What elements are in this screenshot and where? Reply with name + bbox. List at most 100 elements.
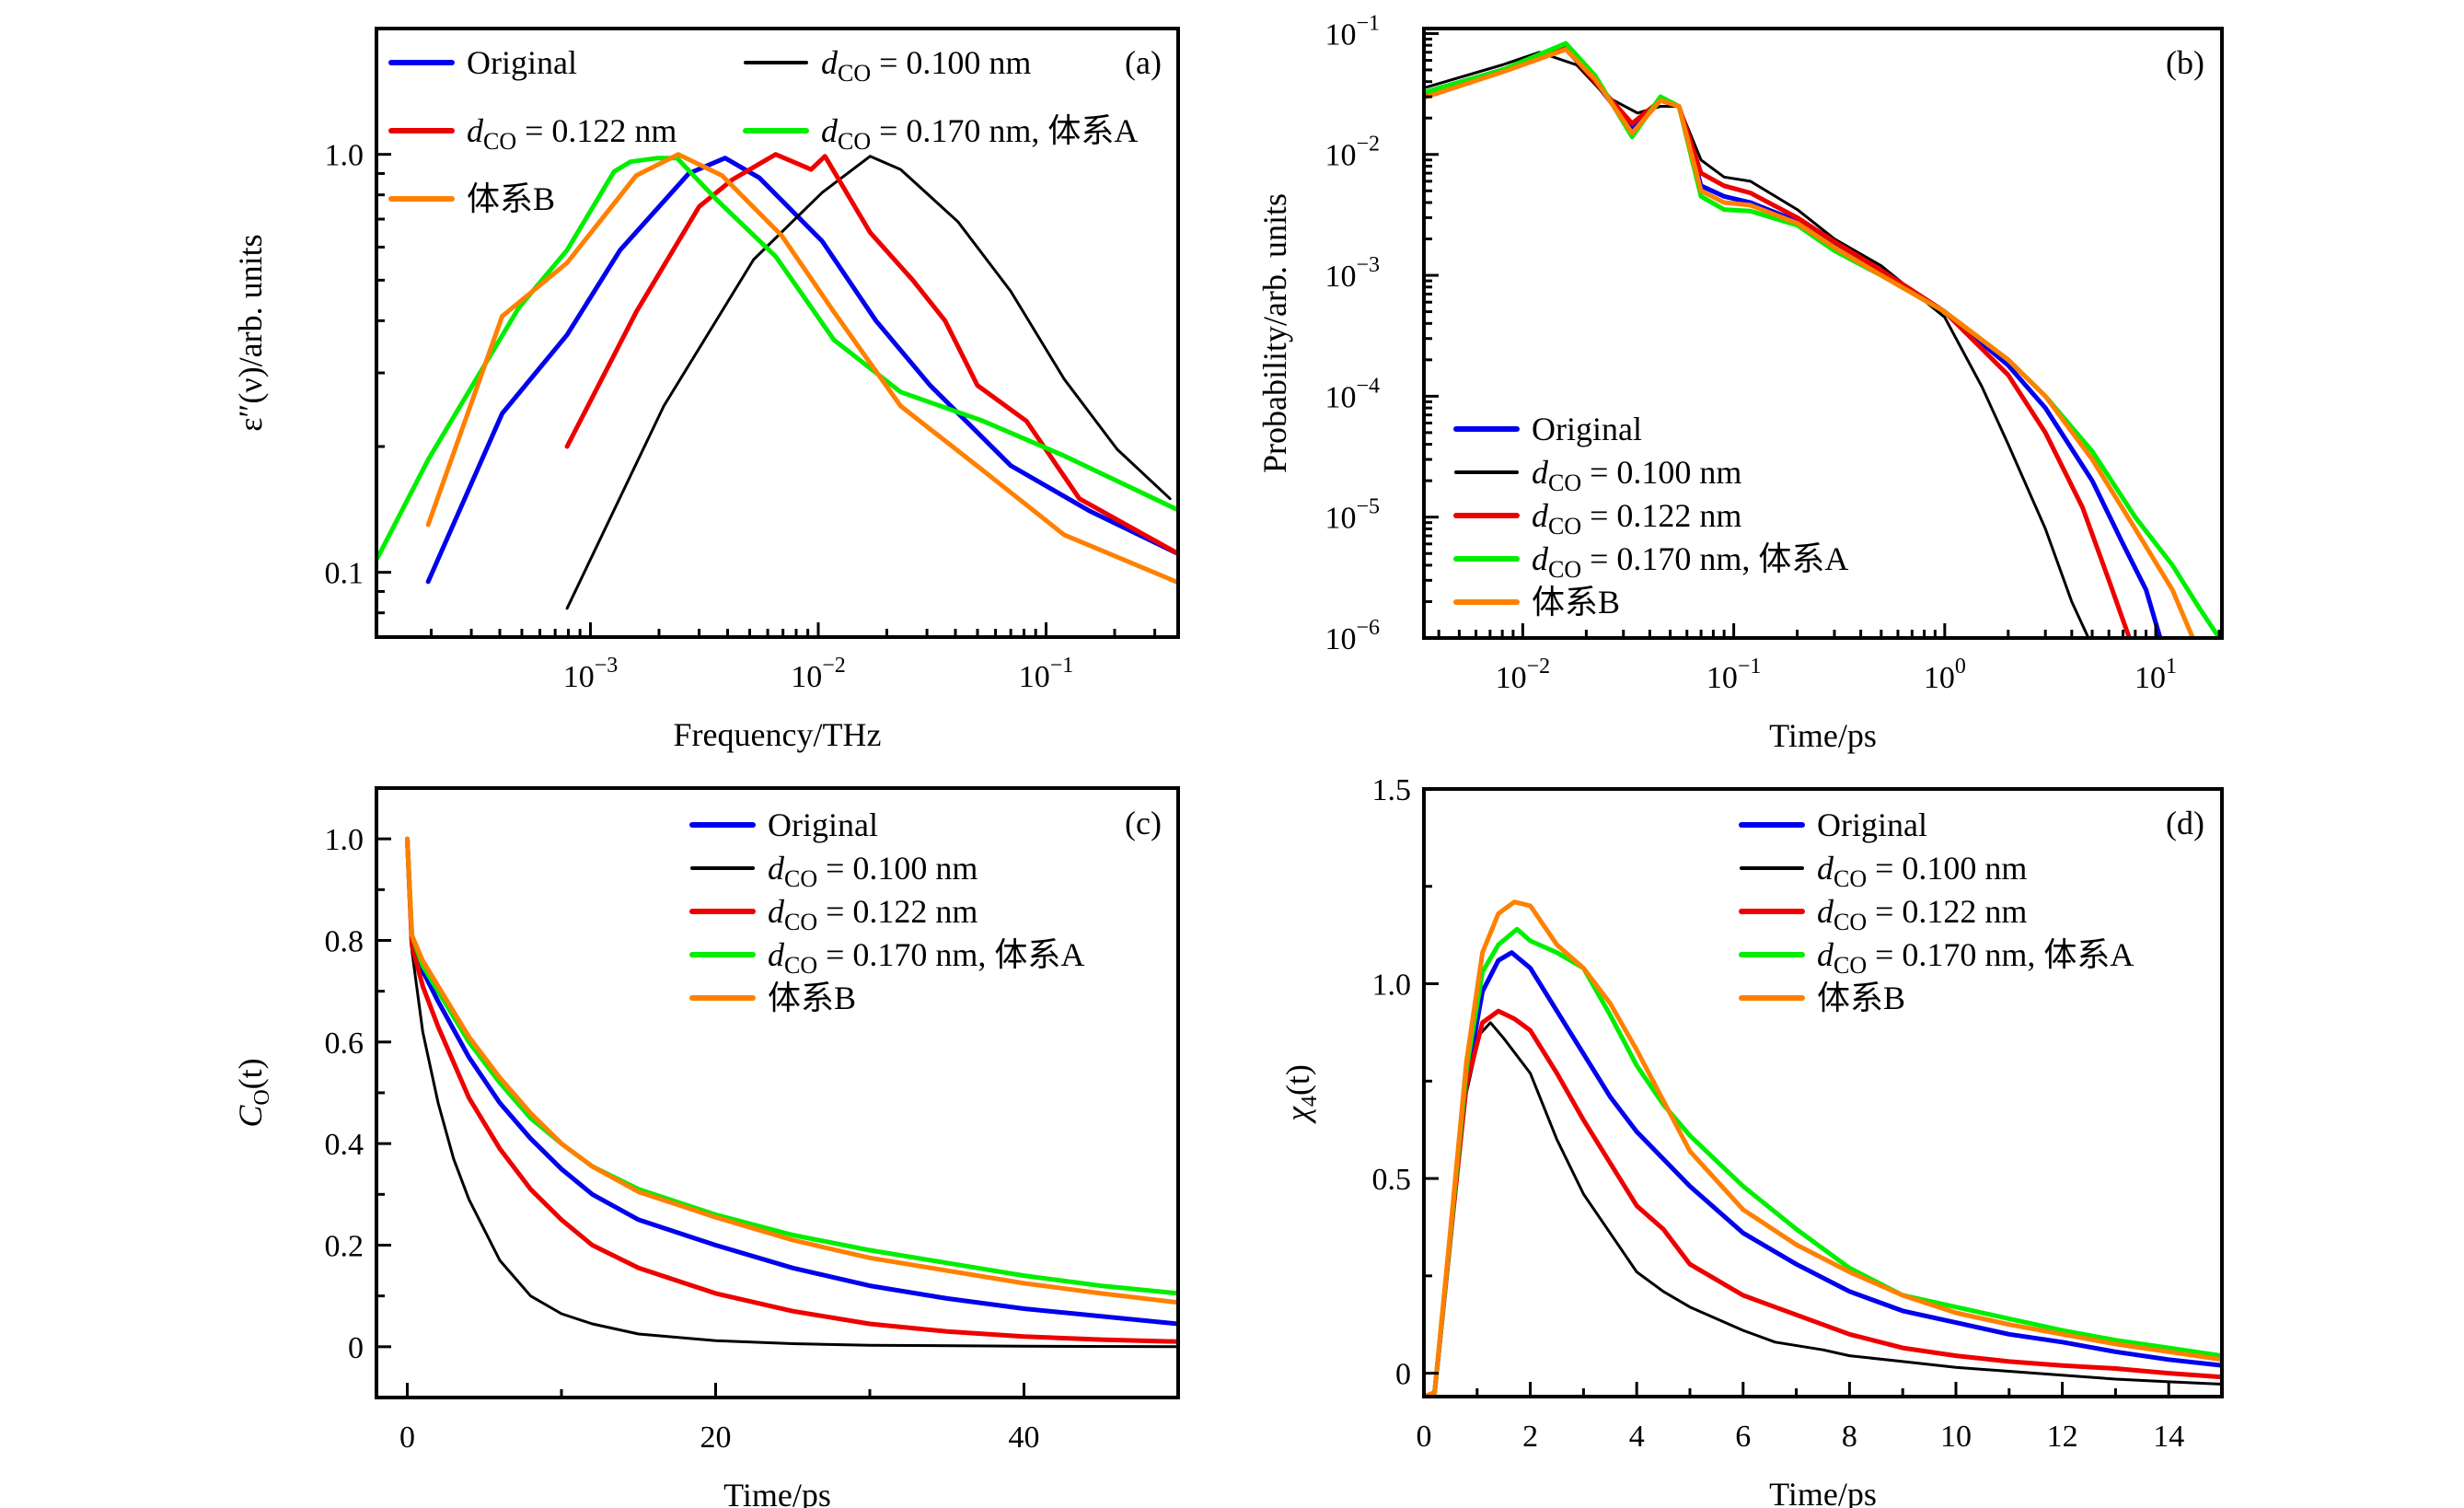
- legend-item-original: Original: [689, 806, 878, 843]
- panel-tag: (c): [1125, 805, 1162, 841]
- panel-a: 10−3 10−2 10−1 1.0 0.1 Frequency/THz ε″(ν)/arb…: [232, 27, 1180, 753]
- legend-label: Original: [1817, 806, 1927, 843]
- series-line-d170: [1424, 926, 2222, 1397]
- y-axis-label: ε″(ν)/arb. units: [232, 234, 269, 431]
- x-tick-label: 4: [1629, 1420, 1645, 1454]
- legend-item-original: Original: [1453, 411, 1642, 447]
- x-tick-label: 10−2: [1496, 655, 1551, 695]
- legend-item-d170: dCO = 0.170 nm, 体系A: [1739, 936, 2134, 979]
- series-group: [405, 836, 1178, 1349]
- legend-label: 体系B: [1817, 980, 1905, 1016]
- x-tick-label: 101: [2134, 655, 2177, 695]
- plot-frame: [1422, 27, 2224, 640]
- legend-label: 体系B: [1532, 584, 1620, 621]
- y-tick-label: 10−4: [1325, 374, 1380, 414]
- x-tick-label: 10−1: [1019, 654, 1074, 694]
- legend-label: dCO = 0.100 nm: [821, 44, 1031, 87]
- y-tick-label: 0.8: [325, 925, 364, 959]
- legend-item-d122: dCO = 0.122 nm: [1453, 497, 1741, 539]
- legend-label: 体系B: [467, 180, 555, 217]
- y-tick-label: 10−5: [1325, 495, 1380, 536]
- x-tick-label: 8: [1842, 1420, 1857, 1454]
- series-line-sysB: [1424, 47, 2195, 638]
- x-tick-label: 0: [399, 1421, 415, 1455]
- series-group: [1424, 899, 2222, 1397]
- x-axis-label: Time/ps: [1769, 1476, 1877, 1508]
- x-tick-label: 20: [700, 1421, 732, 1455]
- x-tick-label: 10−3: [563, 654, 619, 694]
- series-line-d122: [405, 836, 1178, 1344]
- y-tick-label: 1.0: [1372, 969, 1412, 1003]
- series-line-d100: [406, 837, 1178, 1349]
- y-tick-label: 0: [1395, 1358, 1411, 1392]
- legend-item-d100: dCO = 0.100 nm: [1454, 454, 1741, 496]
- legend-label: dCO = 0.170 nm, 体系A: [1817, 936, 2134, 979]
- plot-frame: [1422, 787, 2224, 1398]
- panel-tag: (a): [1125, 44, 1162, 81]
- legend-item-d122: dCO = 0.122 nm: [388, 112, 677, 155]
- legend-item-d170: dCO = 0.170 nm, 体系A: [689, 936, 1084, 979]
- legend-item-d100: dCO = 0.100 nm: [744, 44, 1031, 87]
- series-line-d122: [564, 152, 1178, 557]
- series-group: [1424, 41, 2222, 638]
- legend-item-original: Original: [388, 44, 577, 81]
- y-tick-label: 0.6: [325, 1027, 364, 1061]
- x-tick-label: 100: [1924, 655, 1966, 695]
- legend-item-d122: dCO = 0.122 nm: [1739, 893, 2027, 935]
- series-line-d100: [1425, 51, 2090, 638]
- x-tick-label: 10: [1940, 1420, 1972, 1454]
- legend-item-sysB: 体系B: [1739, 980, 1905, 1016]
- y-tick-label: 1.0: [325, 139, 364, 173]
- panel-b: 10−2 10−1 100 101 10−1 10−2 10−3 10−4 10−5 10−6 Ti…: [1256, 11, 2224, 754]
- plot-frame: [375, 27, 1180, 639]
- legend-item-sysB: 体系B: [388, 180, 555, 217]
- x-tick-label: 6: [1735, 1420, 1751, 1454]
- x-tick-label: 10−1: [1706, 655, 1762, 695]
- legend-item-d100: dCO = 0.100 nm: [1740, 850, 2027, 892]
- series-line-d170: [376, 156, 1178, 561]
- legend-label: Original: [1532, 411, 1642, 447]
- legend-item-sysB: 体系B: [1453, 584, 1620, 621]
- legend-label: dCO = 0.122 nm: [467, 112, 677, 155]
- y-tick-label: 0.5: [1372, 1163, 1412, 1197]
- legend-label: dCO = 0.122 nm: [1532, 497, 1741, 539]
- y-tick-label: 0.4: [325, 1128, 364, 1162]
- legend-label: dCO = 0.100 nm: [1817, 850, 2027, 892]
- legend-item-original: Original: [1739, 806, 1927, 843]
- x-axis-label: Frequency/THz: [674, 716, 882, 753]
- x-tick-label: 40: [1009, 1421, 1040, 1455]
- series-line-original: [1424, 950, 2222, 1397]
- legend-item-d170: dCO = 0.170 nm, 体系A: [743, 112, 1138, 155]
- x-axis-label: Time/ps: [1769, 717, 1877, 754]
- y-tick-label: 10−2: [1325, 133, 1380, 173]
- legend-label: dCO = 0.122 nm: [768, 893, 978, 935]
- ticks: [1422, 787, 2170, 1397]
- series-line-original: [425, 156, 1178, 585]
- legend-item-d100: dCO = 0.100 nm: [690, 850, 978, 892]
- y-axis-label: CO(t): [232, 1058, 274, 1127]
- y-tick-label: 1.5: [1372, 773, 1412, 807]
- legend-label: dCO = 0.170 nm, 体系A: [768, 936, 1084, 979]
- ticks: [376, 153, 1157, 637]
- series-group: [376, 152, 1178, 610]
- y-tick-label: 10−3: [1325, 253, 1380, 294]
- legend-item-sysB: 体系B: [689, 980, 856, 1016]
- panel-c: 0 20 40 0 0.2 0.4 0.6 0.8 1.0 Time/ps CO(t) (c) Orig…: [232, 786, 1180, 1508]
- x-tick-label: 0: [1417, 1420, 1432, 1454]
- y-tick-label: 1.0: [325, 823, 364, 857]
- series-line-original: [405, 836, 1178, 1327]
- y-tick-label: 10−6: [1325, 616, 1380, 656]
- legend-label: dCO = 0.100 nm: [1532, 454, 1741, 496]
- legend-item-d170: dCO = 0.170 nm, 体系A: [1453, 540, 1848, 583]
- series-line-d170: [405, 836, 1178, 1296]
- y-axis-label: χ4(t): [1279, 1064, 1322, 1124]
- panel-tag: (b): [2166, 44, 2204, 81]
- series-line-sysB: [1424, 899, 2222, 1397]
- x-tick-label: 14: [2153, 1420, 2184, 1454]
- series-line-d122: [1424, 1008, 2222, 1397]
- y-tick-label: 0: [348, 1331, 364, 1365]
